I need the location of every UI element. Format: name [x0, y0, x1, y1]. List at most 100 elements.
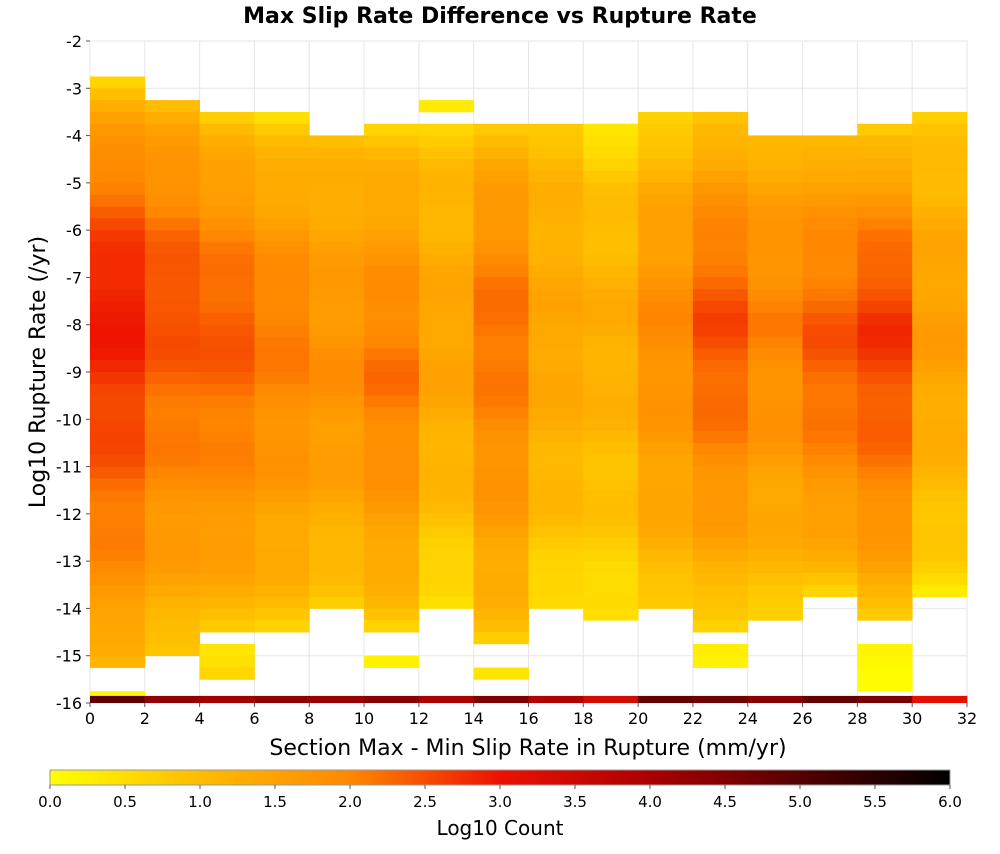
heatmap-cell: [90, 206, 146, 219]
heatmap-cell: [90, 135, 146, 148]
heatmap-cell: [364, 194, 420, 207]
heatmap-cell: [528, 159, 584, 172]
heatmap-cell: [473, 442, 529, 456]
heatmap-cell: [364, 466, 420, 479]
heatmap-cell: [692, 490, 749, 503]
heatmap-cell: [254, 584, 310, 598]
heatmap-cell: [364, 695, 420, 703]
heatmap-cell: [418, 241, 475, 255]
heatmap-cell: [418, 123, 475, 136]
heatmap-cell: [583, 490, 639, 503]
heatmap-cell: [418, 549, 475, 562]
heatmap-cell: [638, 241, 694, 255]
heatmap-cell: [309, 241, 365, 255]
heatmap-cell: [199, 324, 255, 337]
heatmap-cell: [90, 336, 146, 349]
heatmap-cell: [254, 289, 310, 302]
heatmap-cell: [144, 596, 201, 609]
y-tick-label: -5: [66, 174, 82, 193]
heatmap-cell: [418, 218, 475, 231]
heatmap-cell: [364, 549, 420, 562]
heatmap-cell: [473, 182, 529, 196]
heatmap-cell: [638, 336, 694, 349]
heatmap-cell: [747, 171, 803, 184]
heatmap-cell: [528, 241, 584, 255]
heatmap-cell: [802, 253, 858, 267]
heatmap-cell: [857, 490, 913, 503]
heatmap-cell: [473, 289, 529, 302]
heatmap-cell: [802, 478, 858, 491]
heatmap-cell: [692, 301, 749, 314]
heatmap-cell: [199, 502, 255, 515]
heatmap-cell: [309, 478, 365, 491]
heatmap-cell: [309, 265, 365, 278]
heatmap-cell: [528, 289, 584, 302]
heatmap-cell: [747, 312, 803, 326]
heatmap-cell: [309, 584, 365, 598]
heatmap-cell: [747, 478, 803, 491]
heatmap-cell: [144, 695, 201, 703]
heatmap-cell: [90, 442, 146, 456]
heatmap-cell: [309, 561, 365, 574]
heatmap-cell: [638, 478, 694, 491]
heatmap-cell: [802, 230, 858, 243]
heatmap-cell: [692, 584, 749, 598]
heatmap-cell: [638, 442, 694, 456]
heatmap-cell: [90, 100, 146, 113]
heatmap-cell: [254, 241, 310, 255]
heatmap-cell: [364, 277, 420, 290]
heatmap-cell: [473, 525, 529, 538]
heatmap-cell: [857, 312, 913, 326]
heatmap-cell: [528, 336, 584, 349]
heatmap-cell: [802, 419, 858, 432]
heatmap-cell: [418, 695, 475, 703]
heatmap-cell: [90, 241, 146, 255]
heatmap-cell: [364, 218, 420, 231]
heatmap-cell: [254, 265, 310, 278]
heatmap-cell: [583, 324, 639, 337]
heatmap-cell: [254, 230, 310, 243]
heatmap-cell: [747, 442, 803, 456]
heatmap-cell: [638, 372, 694, 385]
heatmap-cell: [802, 431, 858, 444]
heatmap-cell: [638, 502, 694, 515]
heatmap-cell: [254, 253, 310, 267]
heatmap-cell: [912, 431, 968, 444]
heatmap-cell: [857, 123, 913, 136]
heatmap-cell: [583, 289, 639, 302]
heatmap-cell: [199, 395, 255, 408]
heatmap-cell: [747, 395, 803, 408]
heatmap-cell: [857, 218, 913, 231]
heatmap-cell: [364, 454, 420, 467]
heatmap-cell: [473, 431, 529, 444]
heatmap-cell: [583, 572, 639, 586]
heatmap-cell: [583, 584, 639, 598]
heatmap-cell: [309, 348, 365, 361]
heatmap-cell: [802, 383, 858, 397]
heatmap-cell: [912, 584, 968, 598]
heatmap-cell: [692, 289, 749, 302]
heatmap-cell: [364, 620, 420, 633]
heatmap-cell: [90, 537, 146, 550]
heatmap-cell: [802, 695, 858, 703]
heatmap-cell: [309, 454, 365, 467]
heatmap-cell: [747, 608, 803, 621]
heatmap-cell: [857, 442, 913, 456]
heatmap-cell: [692, 549, 749, 562]
heatmap-cell: [309, 513, 365, 527]
heatmap-cell: [144, 241, 201, 255]
heatmap-cell: [857, 194, 913, 207]
heatmap-cell: [747, 348, 803, 361]
heatmap-cell: [90, 395, 146, 408]
heatmap-cell: [144, 442, 201, 456]
heatmap-cell: [912, 253, 968, 267]
heatmap-cell: [144, 147, 201, 160]
heatmap-cell: [254, 360, 310, 373]
heatmap-cell: [254, 561, 310, 574]
heatmap-cell: [912, 171, 968, 184]
heatmap-cell: [692, 348, 749, 361]
heatmap-cell: [638, 230, 694, 243]
heatmap-cell: [638, 572, 694, 586]
colorbar-tick-label: 2.0: [338, 793, 362, 811]
heatmap-cell: [583, 360, 639, 373]
